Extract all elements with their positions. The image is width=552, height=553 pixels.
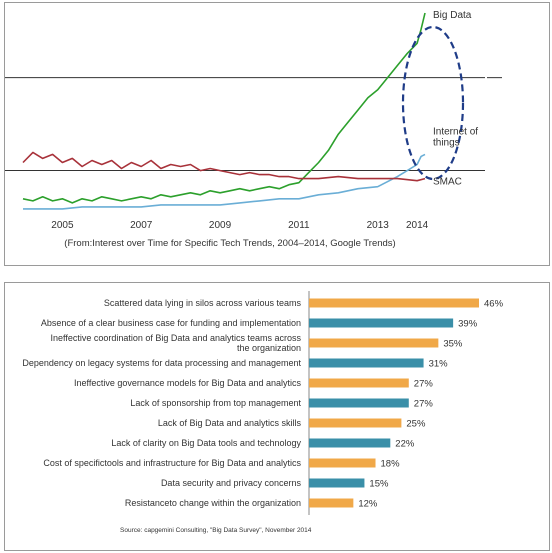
- bar-value-label-7: 22%: [395, 439, 415, 450]
- bar-1: [309, 318, 454, 328]
- bar-8: [309, 458, 376, 468]
- bar-value-label-10: 12%: [358, 499, 378, 510]
- category-label-0: Scattered data lying in silos across var…: [104, 298, 302, 308]
- annotation-ellipse: [401, 25, 465, 181]
- bar-3: [309, 358, 424, 368]
- chart-caption: (From:Interest over Time for Specific Te…: [64, 238, 395, 249]
- category-label-3: Dependency on legacy systems for data pr…: [22, 358, 301, 368]
- bar-value-label-4: 27%: [414, 379, 434, 390]
- bar-value-label-5: 27%: [414, 399, 434, 410]
- bar-9: [309, 478, 365, 488]
- bar-value-label-6: 25%: [406, 419, 426, 430]
- challenges-bar-chart: 46% Scattered data lying in silos across …: [22, 291, 504, 515]
- category-label-9: Data security and privacy concerns: [161, 478, 302, 488]
- bar-10: [309, 498, 354, 508]
- category-label-4: Ineffective governance models for Big Da…: [74, 378, 301, 388]
- bar-5: [309, 398, 409, 408]
- bar-6: [309, 418, 402, 428]
- x-tick-label-0: 2005: [51, 220, 74, 231]
- category-label-10: Resistanceto change within the organizat…: [125, 498, 301, 508]
- category-label-8: Cost of specifictools and infrastructure…: [43, 458, 301, 468]
- x-tick-label-2: 2009: [209, 220, 232, 231]
- x-tick-label-3: 2011: [288, 220, 310, 231]
- source-note: Source: capgemini Consulting, "Big Data …: [120, 527, 312, 534]
- category-label-7: Lack of clarity on Big Data tools and te…: [111, 438, 301, 448]
- trend-chart-panel: Big Data Internet of things SMAC 2005 2007 200…: [4, 2, 550, 266]
- bar-4: [309, 378, 409, 388]
- bar-value-label-1: 39%: [458, 319, 478, 330]
- x-tick-label-5: 2014: [406, 220, 429, 231]
- category-label-2: Ineffective coordination of Big Data and…: [51, 333, 302, 353]
- bar-value-label-9: 15%: [369, 479, 389, 490]
- bar-0: [309, 298, 479, 308]
- series-label-1: Internet of things: [433, 126, 478, 148]
- bar-7: [309, 438, 391, 448]
- bar-value-label-3: 31%: [429, 359, 449, 370]
- category-label-6: Lack of Big Data and analytics skills: [158, 418, 302, 428]
- bar-value-label-8: 18%: [381, 459, 401, 470]
- series-label-2: SMAC: [433, 177, 462, 188]
- series-line-0: [22, 12, 426, 204]
- series-line-2: [22, 151, 426, 182]
- bar-2: [309, 338, 439, 348]
- challenges-bar-chart-panel: 46% Scattered data lying in silos across …: [4, 282, 550, 551]
- category-label-1: Absence of a clear business case for fun…: [41, 318, 301, 328]
- series-line-1: [23, 153, 426, 210]
- x-tick-label-4: 2013: [367, 220, 390, 231]
- bar-value-label-2: 35%: [443, 339, 463, 350]
- series-label-0: Big Data: [433, 10, 472, 21]
- trend-line-chart: Big Data Internet of things SMAC 2005 2007 200…: [5, 10, 502, 249]
- category-label-5: Lack of sponsorship from top management: [130, 398, 301, 408]
- bar-value-label-0: 46%: [484, 299, 504, 310]
- x-tick-label-1: 2007: [130, 220, 153, 231]
